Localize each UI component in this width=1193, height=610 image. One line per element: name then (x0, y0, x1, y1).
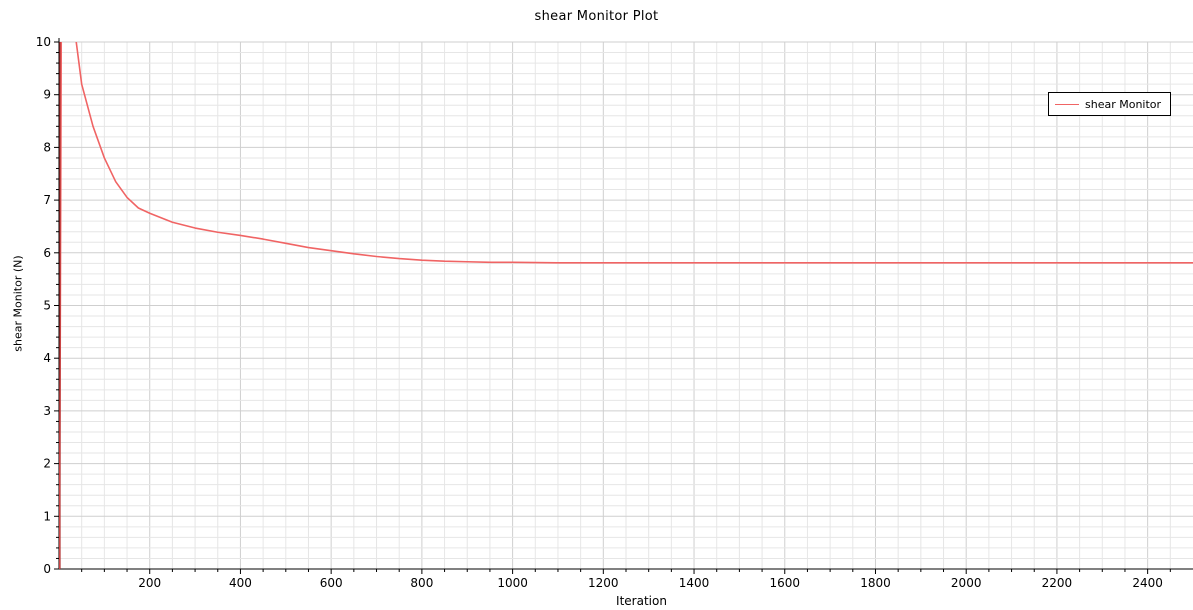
x-tick-label: 1200 (588, 576, 619, 590)
chart-title: shear Monitor Plot (534, 9, 659, 24)
x-axis-label: Iteration (616, 594, 667, 608)
x-tick-label: 2000 (951, 576, 982, 590)
x-tick-label: 1000 (497, 576, 528, 590)
x-tick-label: 2400 (1132, 576, 1163, 590)
x-tick-label: 2200 (1042, 576, 1073, 590)
y-tick-label: 4 (43, 351, 51, 365)
y-tick-label: 9 (43, 88, 51, 102)
x-tick-label: 400 (229, 576, 252, 590)
series-line (59, 42, 1193, 569)
y-tick-label: 2 (43, 457, 51, 471)
y-tick-label: 8 (43, 140, 51, 154)
x-tick-label: 600 (320, 576, 343, 590)
x-tick-label: 1600 (769, 576, 800, 590)
y-tick-label: 5 (43, 299, 51, 313)
x-tick-label: 1800 (860, 576, 891, 590)
legend: shear Monitor (1048, 92, 1171, 116)
y-tick-label: 1 (43, 509, 51, 523)
x-tick-label: 800 (410, 576, 433, 590)
y-axis-label: shear Monitor (N) (11, 255, 25, 352)
y-tick-label: 10 (36, 35, 51, 49)
x-tick-label: 1400 (679, 576, 710, 590)
y-tick-label: 7 (43, 193, 51, 207)
y-tick-label: 3 (43, 404, 51, 418)
legend-swatch (1055, 103, 1079, 105)
legend-label: shear Monitor (1085, 97, 1162, 111)
x-tick-label: 200 (138, 576, 161, 590)
y-tick-label: 0 (43, 562, 51, 576)
y-tick-label: 6 (43, 246, 51, 260)
